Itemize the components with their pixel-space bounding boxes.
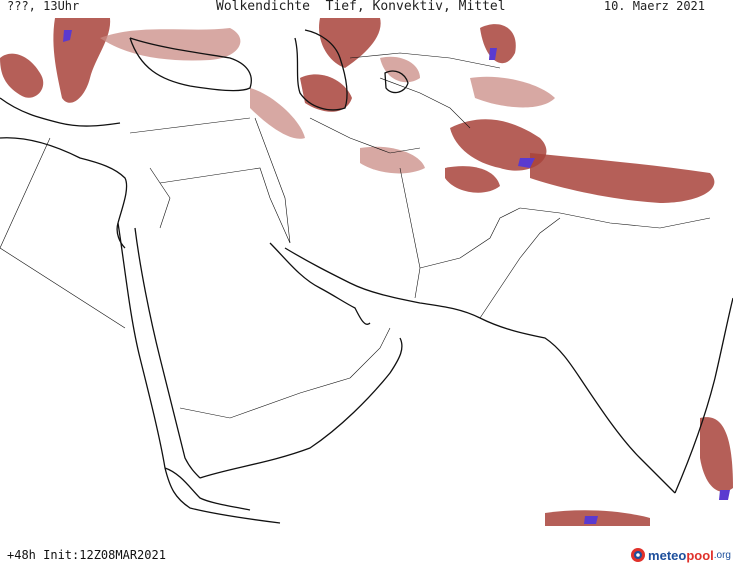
convective-core-3 bbox=[518, 158, 535, 168]
border-turkey-syria bbox=[129, 117, 251, 134]
border-saudi-yemen bbox=[179, 377, 351, 419]
cloud-area-south bbox=[545, 510, 650, 526]
coastline-black-sea bbox=[129, 37, 252, 92]
coastline-caspian bbox=[294, 29, 348, 111]
border-turkmenistan bbox=[309, 117, 421, 154]
cloud-area-himalaya-west bbox=[450, 119, 547, 171]
border-china-india bbox=[519, 207, 711, 229]
cloud-area-greece bbox=[53, 18, 111, 103]
valid-date: 10. Maerz 2021 bbox=[603, 0, 705, 13]
coastline-persian-gulf bbox=[269, 242, 371, 325]
convective-core-4 bbox=[719, 490, 730, 500]
model-run-info: +48h Init:12Z08MAR2021 bbox=[7, 548, 166, 562]
cloud-area-zagros bbox=[250, 88, 305, 139]
coastline-aral bbox=[384, 70, 409, 94]
border-afghanistan-pakistan bbox=[419, 207, 521, 269]
coastline-india-west bbox=[479, 317, 676, 494]
cloud-area-iran-north bbox=[300, 74, 352, 112]
cloud-area-srilanka bbox=[700, 417, 733, 492]
map-title: Wolkendichte Tief, Konvektiv, Mittel bbox=[216, 0, 506, 14]
coastline-red-sea-west bbox=[117, 222, 281, 524]
cloud-area-hindukush bbox=[360, 146, 425, 174]
logo-text-org: .org bbox=[713, 549, 731, 561]
border-egypt-libya bbox=[0, 137, 51, 249]
border-oman bbox=[349, 327, 391, 379]
border-pakistan-india bbox=[479, 217, 561, 319]
meteopool-logo[interactable]: meteo pool .org bbox=[630, 545, 731, 565]
cloud-area-caucasus bbox=[319, 18, 381, 68]
meteopool-logo-icon bbox=[631, 548, 646, 562]
convective-core-5 bbox=[584, 516, 598, 524]
border-jordan bbox=[149, 167, 171, 229]
coastline-iran-south bbox=[284, 247, 481, 319]
coastline-mediterranean-north bbox=[0, 97, 121, 127]
cloud-area-balkans bbox=[0, 53, 44, 98]
border-iran-afghanistan bbox=[399, 167, 421, 299]
coastline-arabia-south bbox=[199, 337, 403, 479]
cloud-area-pamir bbox=[445, 166, 500, 193]
border-sudan bbox=[0, 247, 126, 329]
logo-text-pool: pool bbox=[686, 547, 714, 563]
weather-map bbox=[0, 18, 733, 526]
logo-text-meteo: meteo bbox=[648, 547, 687, 563]
cloud-area-himalaya-east bbox=[530, 153, 715, 203]
cloud-area-tianshan bbox=[470, 76, 555, 108]
coastline-red-sea-east bbox=[134, 227, 201, 479]
cloud-layer bbox=[0, 18, 733, 526]
coastline-mediterranean-east bbox=[0, 137, 128, 249]
border-kazakhstan bbox=[349, 52, 501, 69]
convective-core-2 bbox=[489, 48, 497, 60]
country-borders bbox=[0, 52, 711, 419]
coastline-india-east bbox=[674, 297, 733, 494]
border-uzbekistan bbox=[379, 77, 471, 129]
coastline-gulf-aden bbox=[164, 467, 251, 511]
coastlines bbox=[0, 29, 733, 524]
border-iran-iraq bbox=[254, 117, 291, 244]
cloud-area-kazakh bbox=[480, 24, 516, 64]
forecast-time-label: ???, 13Uhr bbox=[7, 0, 80, 13]
convective-core-1 bbox=[63, 30, 72, 42]
cloud-area-caspian bbox=[380, 56, 420, 83]
cloud-area-anatolia bbox=[100, 28, 241, 61]
border-saudi-iraq bbox=[159, 167, 291, 244]
